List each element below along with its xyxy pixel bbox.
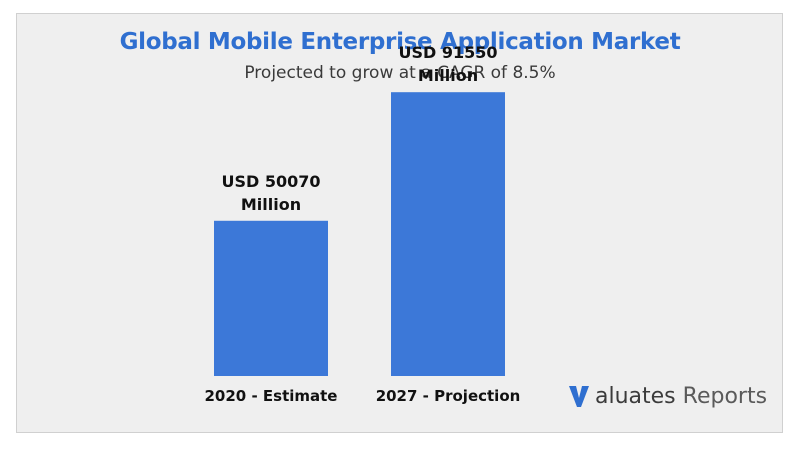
category-label-2: 2027 - Projection [376, 387, 521, 405]
data-label-1-line-2: Million [241, 195, 301, 214]
logo-word-reports: Reports [682, 383, 768, 409]
chart-subtitle: Projected to grow at a CAGR of 8.5% [244, 63, 556, 83]
bar-2 [391, 92, 505, 376]
valuates-reports-logo: aluates Reports [568, 380, 767, 412]
data-label-2-line-2: Million [418, 66, 478, 85]
data-label-2-line-1: USD 91550 [398, 43, 497, 62]
logo-word-aluates: aluates [595, 383, 676, 409]
bar-1 [214, 220, 328, 376]
data-label-1-line-1: USD 50070 [221, 172, 320, 191]
chart-title: Global Mobile Enterprise Application Mar… [119, 29, 681, 55]
category-label-1: 2020 - Estimate [204, 387, 337, 405]
valuates-v-logo-icon [569, 386, 589, 407]
